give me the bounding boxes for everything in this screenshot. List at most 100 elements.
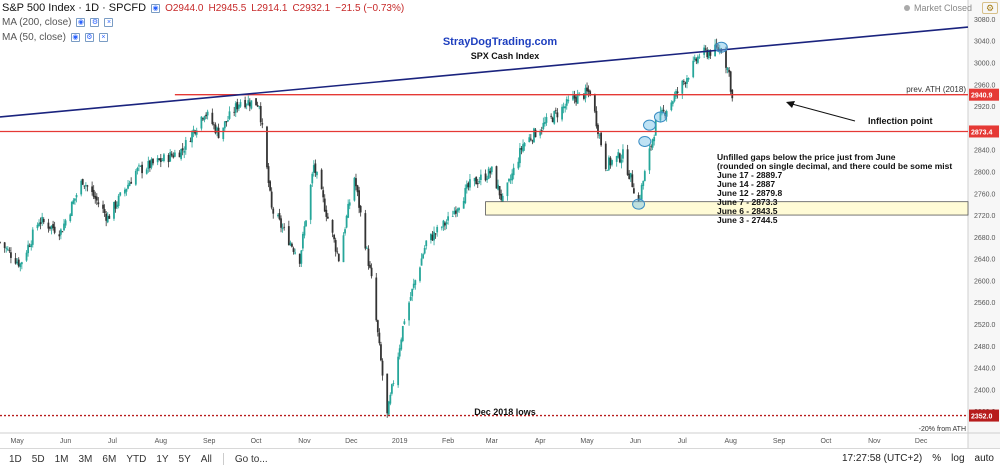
settings-icon[interactable]: ⚙ (90, 18, 100, 27)
candle-body (117, 195, 120, 207)
x-tick-label: Dec (915, 438, 928, 445)
timeframe-1d[interactable]: 1D (9, 453, 22, 465)
ma200-label[interactable]: MA (200, close) (2, 17, 72, 28)
candle-body (454, 210, 457, 214)
candle-body (163, 154, 165, 162)
candle-body (342, 235, 345, 263)
candle-body (301, 233, 304, 249)
timeframe-5d[interactable]: 5D (31, 453, 45, 465)
close-icon[interactable]: × (104, 18, 114, 27)
inflection-arrow (791, 103, 856, 122)
candle-body (180, 149, 183, 159)
candle-body (475, 176, 478, 185)
candle-body (272, 208, 275, 214)
x-tick-label: Dec (345, 438, 358, 445)
gear-icon[interactable]: ⚙ (982, 2, 998, 14)
timeframe-all[interactable]: All (200, 453, 212, 465)
timeframe-1y[interactable]: 1Y (156, 453, 169, 465)
eye-icon[interactable]: ◉ (151, 3, 161, 13)
timeframe-5y[interactable]: 5Y (178, 453, 191, 465)
candle-body (105, 213, 108, 221)
candle-body (167, 154, 170, 163)
candle-body (595, 110, 598, 127)
candle-body (631, 174, 634, 188)
timeframe-ytd[interactable]: YTD (126, 453, 147, 465)
y-tick-label: 2720.0 (974, 213, 996, 220)
candle-body (97, 202, 100, 205)
eye-icon[interactable]: ◉ (76, 18, 86, 27)
candle-body (159, 158, 162, 163)
symbol-legend: S&P 500 Index · 1D · SPCFD ◉ O2944.0 H29… (2, 2, 404, 14)
candle-body (245, 104, 248, 106)
candle-body (440, 227, 443, 229)
candle-body (387, 401, 390, 415)
price-chart[interactable]: 2360.02400.02440.02480.02520.02560.02600… (0, 0, 1000, 448)
settings-icon[interactable]: ⚙ (84, 33, 94, 42)
candle-body (573, 95, 576, 99)
y-tick-label: 3080.0 (974, 17, 996, 24)
candle-body (401, 326, 404, 342)
x-tick-label: Sep (203, 438, 216, 445)
candle-body (195, 130, 198, 135)
timeframe-1m[interactable]: 1M (54, 453, 69, 465)
candle-body (380, 344, 382, 361)
candle-body (369, 264, 371, 268)
candle-body (553, 111, 556, 124)
candle-body (63, 223, 65, 231)
timeframe-3m[interactable]: 3M (78, 453, 93, 465)
candle-body (682, 81, 685, 83)
candle-body (331, 219, 334, 233)
candle-body (615, 156, 618, 162)
close-icon[interactable]: × (98, 33, 108, 42)
candle-body (147, 160, 150, 169)
candle-body (529, 138, 532, 140)
candle-body (183, 150, 186, 153)
candle-body (420, 258, 423, 266)
candle-body (323, 198, 326, 212)
candle-body (389, 394, 392, 404)
ma50-label[interactable]: MA (50, close) (2, 32, 66, 43)
gap-box (485, 201, 969, 216)
candle-body (637, 195, 640, 202)
candle-body (325, 209, 328, 217)
candle-body (320, 169, 323, 190)
candle-body (256, 105, 259, 107)
goto-button[interactable]: Go to... (234, 453, 268, 465)
candle-body (520, 147, 523, 150)
candle-body (473, 177, 476, 182)
candle-body (539, 131, 542, 136)
candle-body (358, 190, 360, 208)
candle-body (662, 109, 665, 111)
candle-body (693, 57, 696, 61)
log-toggle[interactable]: log (951, 453, 965, 464)
candle-body (261, 123, 264, 125)
candle-body (629, 172, 632, 178)
candle-body (423, 248, 426, 254)
x-tick-label: Jun (60, 438, 71, 445)
clock-readout[interactable]: 17:27:58 (UTC+2) (841, 453, 923, 464)
candle-body (141, 164, 143, 174)
eye-icon[interactable]: ◉ (70, 33, 80, 42)
candle-body (267, 166, 270, 183)
candle-body (434, 233, 437, 235)
candle-body (695, 58, 698, 62)
y-tick-label: 3040.0 (974, 39, 996, 46)
candle-body (92, 189, 95, 197)
candle-body (139, 165, 142, 167)
candle-body (228, 111, 231, 119)
candle-body (707, 51, 710, 59)
percent-toggle[interactable]: % (932, 453, 942, 464)
auto-toggle[interactable]: auto (974, 453, 994, 464)
candle-body (464, 188, 467, 204)
timeframe-6m[interactable]: 6M (102, 453, 117, 465)
symbol-title[interactable]: S&P 500 Index · 1D · SPCFD (2, 2, 147, 14)
ohlc-change: −21.5 (−0.73%) (335, 2, 405, 14)
candle-body (145, 169, 148, 174)
candle-body (14, 258, 17, 264)
candle-body (609, 157, 612, 166)
x-tick-label: Oct (251, 438, 262, 445)
candle-body (444, 222, 446, 226)
candle-body (17, 259, 20, 267)
candle-body (172, 155, 175, 158)
candle-body (250, 100, 253, 109)
